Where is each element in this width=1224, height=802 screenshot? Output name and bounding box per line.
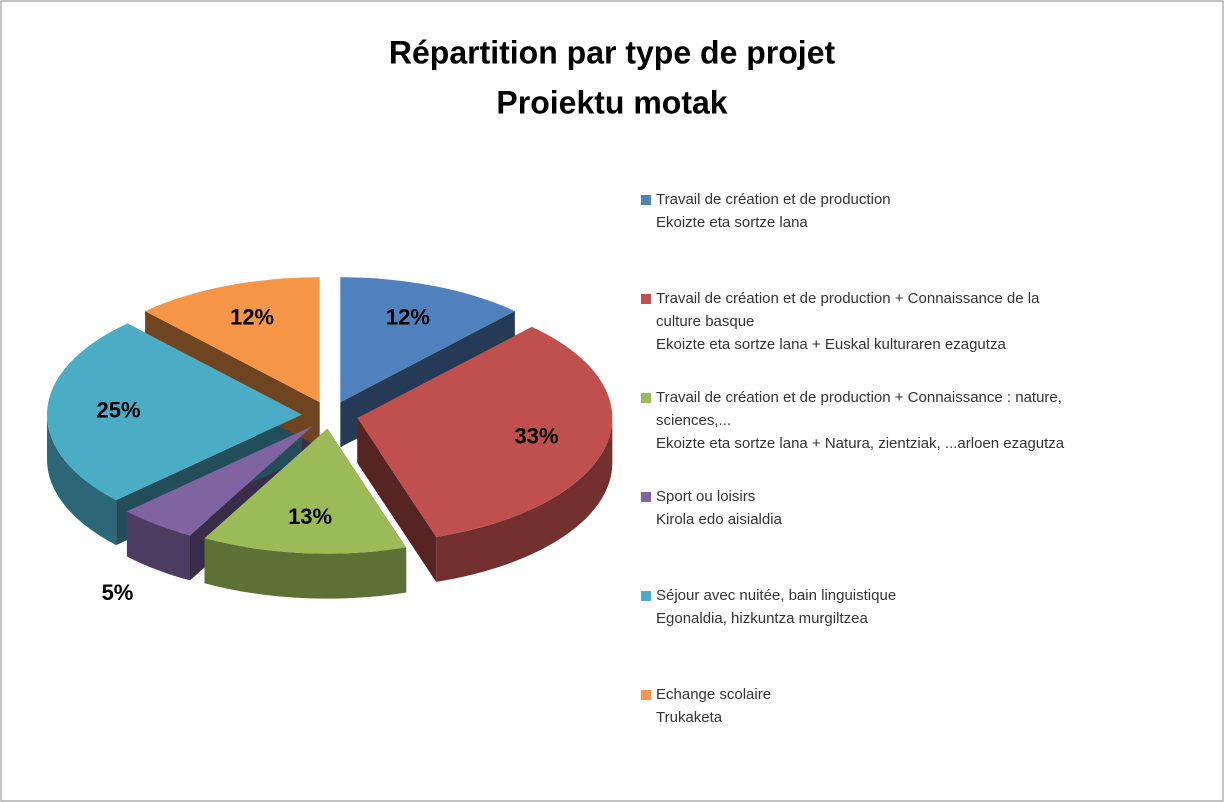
legend-label: Kirola edo aisialdia [656,511,783,528]
legend-swatch [641,195,651,205]
legend-label: Travail de création et de production [656,191,891,208]
slice [47,323,303,501]
slice [340,277,515,403]
chart-title: Répartition par type de projet [389,34,836,70]
chart-subtitle: Proiektu motak [496,84,727,120]
legend-swatch [641,393,651,403]
legend-swatch [641,690,651,700]
legend-label: Séjour avec nuitée, bain linguistique [656,587,896,604]
legend-label: Sport ou loisirs [656,488,755,505]
legend-swatch [641,492,651,502]
legend-label: Trukaketa [656,709,723,726]
data-label: 13% [288,504,332,529]
legend-label: Echange scolaire [656,686,771,703]
data-label: 12% [230,304,274,329]
legend-label: Ekoizte eta sortze lana + Euskal kultura… [656,336,1006,353]
slice [126,425,313,536]
legend-label: sciences,... [656,412,731,429]
data-label: 12% [386,304,430,329]
legend-label: culture basque [656,313,754,330]
data-label: 5% [102,580,134,605]
legend-label: Ekoizte eta sortze lana [656,214,808,231]
slice [357,326,613,537]
slice-wall [126,511,190,581]
data-label: 25% [96,398,140,423]
slice-wall [47,414,117,546]
data-label: 33% [514,423,558,448]
legend-label: Travail de création et de production + C… [656,389,1062,406]
legend-swatch [641,591,651,601]
slice [204,428,407,554]
slice-side [357,417,437,582]
legend-label: Ekoizte eta sortze lana + Natura, zientz… [656,435,1065,452]
slice-wall [436,417,613,582]
slice-wall [204,538,407,599]
legend-label: Egonaldia, hizkuntza murgiltzea [656,610,868,627]
slice [145,277,320,403]
legend-swatch [641,294,651,304]
legend-label: Travail de création et de production + C… [656,290,1040,307]
